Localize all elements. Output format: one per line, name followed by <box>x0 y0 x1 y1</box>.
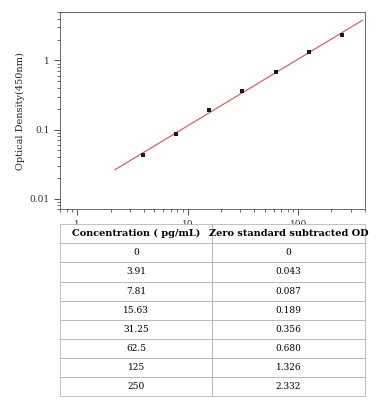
Point <box>339 32 345 38</box>
Point <box>206 107 212 114</box>
Point <box>173 130 179 137</box>
Point <box>306 49 312 55</box>
X-axis label: PD1 Concentration(pg/mL): PD1 Concentration(pg/mL) <box>146 234 279 244</box>
Point <box>139 152 146 158</box>
Y-axis label: Optical Density(450nm): Optical Density(450nm) <box>16 52 26 170</box>
Point <box>273 69 279 75</box>
Point <box>240 88 246 95</box>
